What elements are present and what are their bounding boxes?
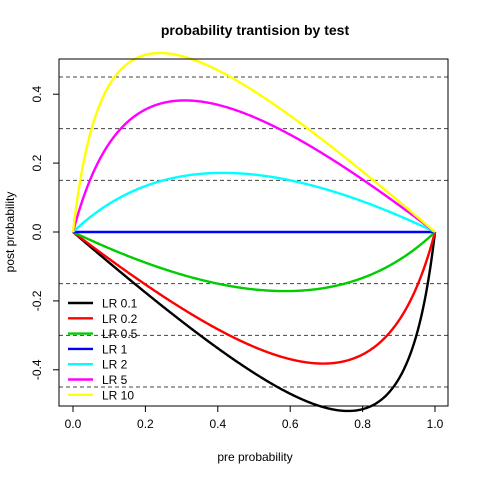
x-axis-label: pre probability xyxy=(217,450,292,464)
series-line xyxy=(71,99,436,233)
legend-label: LR 0.5 xyxy=(102,327,138,341)
legend-label: LR 10 xyxy=(102,388,134,402)
series-curves xyxy=(71,51,437,413)
y-tick-label: 0.0 xyxy=(30,223,44,240)
x-tick-label: 0.4 xyxy=(209,417,226,431)
y-tick-label: 0.2 xyxy=(30,154,44,171)
series-line xyxy=(72,231,437,413)
x-tick-label: 0.2 xyxy=(137,417,154,431)
legend-label: LR 2 xyxy=(102,358,128,372)
legend: LR 0.1LR 0.2LR 0.5LR 1 LR 2LR 5LR 10 xyxy=(68,297,138,402)
chart-title: probability trantision by test xyxy=(161,22,350,38)
y-axis: -0.4 -0.2 0.0 0.2 0.4 xyxy=(30,86,60,380)
legend-label: LR 0.1 xyxy=(102,297,138,311)
legend-label: LR 0.2 xyxy=(102,312,138,326)
series-line xyxy=(72,230,436,293)
x-axis: 0.0 0.2 0.4 0.6 0.8 1.0 xyxy=(65,405,444,431)
reference-lines xyxy=(59,76,448,388)
x-tick-label: 1.0 xyxy=(427,417,444,431)
legend-label: LR 5 xyxy=(102,373,128,387)
x-tick-label: 0.6 xyxy=(282,417,299,431)
series-line xyxy=(71,51,436,233)
series-line xyxy=(72,171,436,234)
x-tick-label: 0.8 xyxy=(354,417,371,431)
y-axis-label: post probability xyxy=(3,192,17,273)
legend-label: LR 1 xyxy=(102,342,128,356)
x-tick-label: 0.0 xyxy=(65,417,82,431)
y-tick-label: 0.4 xyxy=(30,86,44,103)
y-tick-label: -0.2 xyxy=(30,290,44,311)
y-tick-label: -0.4 xyxy=(30,359,44,380)
series-line xyxy=(72,231,437,365)
